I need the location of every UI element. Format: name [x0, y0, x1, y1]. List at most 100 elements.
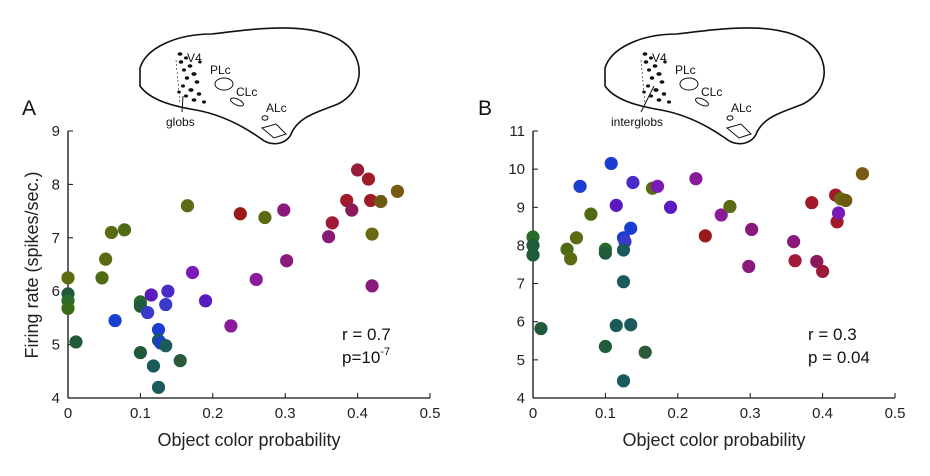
x-tick-label-b: 0.5	[885, 405, 906, 422]
brain-label-v4-a: V4	[187, 51, 202, 65]
scatter-point-a	[95, 271, 109, 285]
scatter-point-a	[117, 223, 132, 237]
interglobs-pointer-b	[640, 85, 655, 113]
scatter-point-a	[151, 323, 166, 337]
stat-r-a: r = 0.7	[342, 325, 391, 344]
scatter-point-b	[663, 200, 678, 214]
ticks-a: 0 0.1 0.2 0.3 0.4 0.5 4 5 6 7 8 9	[52, 123, 441, 422]
scatter-point-a	[365, 279, 379, 293]
x-tick-label-a: 0.5	[420, 405, 441, 422]
brain-label-v4-b: V4	[652, 51, 667, 65]
y-tick-label-b: 7	[517, 276, 525, 293]
scatter-point-a	[144, 288, 158, 302]
alc-patch-b-a	[260, 123, 287, 139]
brain-label-clc-a: CLc	[236, 85, 257, 99]
globs-pointer-a	[181, 95, 184, 113]
x-tick-label-b: 0.3	[740, 405, 761, 422]
scatter-point-a	[351, 163, 365, 177]
panel-label-b: B	[478, 97, 492, 120]
alc-patch-b-b	[725, 123, 752, 139]
scatter-point-b	[810, 254, 824, 269]
stat-r-b: r = 0.3	[808, 325, 857, 344]
y-tick-label-a: 6	[52, 283, 60, 300]
y-tick-label-b: 5	[517, 352, 525, 369]
scatter-point-b	[650, 179, 665, 193]
scatter-point-a	[390, 184, 405, 198]
brain-label-alc-a: ALc	[266, 101, 287, 115]
scatter-point-a	[365, 227, 379, 241]
scatter-point-a	[151, 380, 166, 394]
scatter-point-a	[277, 203, 291, 217]
scatter-point-b	[624, 318, 638, 332]
scatter-point-a	[258, 210, 272, 225]
x-tick-label-a: 0.1	[130, 405, 151, 422]
scatter-point-b	[526, 248, 540, 262]
scatter-point-a	[61, 301, 75, 315]
scatter-point-a	[198, 294, 213, 308]
scatter-point-b	[805, 196, 819, 210]
alc-patch-a	[261, 115, 269, 121]
scatter-point-b	[787, 235, 801, 249]
y-tick-label-b: 10	[508, 161, 525, 178]
scatter-point-b	[598, 339, 613, 354]
alc-patch-b	[726, 115, 734, 121]
y-tick-label-b: 9	[517, 199, 525, 216]
scatter-point-a	[364, 193, 378, 208]
scatter-point-b	[689, 172, 703, 186]
glob-markers-b	[642, 52, 671, 104]
scatter-point-b	[598, 246, 613, 260]
scatter-point-b	[698, 229, 712, 243]
scatter-point-a	[161, 284, 175, 298]
brain-label-clc-b: CLc	[701, 85, 722, 99]
points-a	[61, 163, 405, 394]
brain-label-plc-a: PLc	[210, 63, 231, 77]
scatter-point-b	[723, 199, 737, 214]
scatter-point-b	[569, 231, 584, 245]
brain-label-plc-b: PLc	[675, 63, 696, 77]
scatter-point-a	[61, 271, 75, 285]
glob-markers-a	[177, 52, 206, 104]
scatter-point-a	[133, 346, 147, 360]
scatter-panel-b: B Object color probability r = 0.3 p = 0…	[478, 97, 905, 450]
brain-inset-a: V4 PLc CLc ALc globs	[139, 27, 360, 145]
v4-border-b	[640, 59, 646, 105]
y-tick-label-a: 8	[52, 176, 60, 193]
scatter-point-b	[604, 156, 618, 171]
scatter-point-b	[573, 179, 587, 193]
scatter-point-a	[159, 297, 173, 312]
brain-outline-b	[604, 27, 825, 145]
scatter-point-a	[374, 194, 388, 209]
panel-label-a: A	[22, 97, 36, 120]
scatter-point-b	[714, 208, 728, 222]
x-tick-label-a: 0.2	[202, 405, 223, 422]
y-tick-label-b: 6	[517, 314, 525, 331]
scatter-point-a	[280, 254, 294, 268]
v4-border-a	[175, 59, 181, 105]
stat-p-a: p=10-7	[342, 346, 390, 367]
ticks-b: 0 0.1 0.2 0.3 0.4 0.5 4 5 6 7 8 9 10 11	[508, 123, 905, 422]
x-tick-label-b: 0.1	[595, 405, 616, 422]
stat-p-base-a: p=10	[342, 348, 380, 367]
y-tick-label-a: 5	[52, 337, 60, 354]
scatter-point-b	[609, 318, 623, 333]
scatter-point-b	[616, 275, 631, 289]
clc-patch-b	[695, 97, 709, 107]
scatter-point-b	[584, 207, 598, 221]
x-tick-label-a: 0	[64, 405, 72, 422]
scatter-point-b	[609, 198, 623, 212]
scatter-point-b	[638, 345, 652, 359]
y-tick-label-b: 8	[517, 237, 525, 254]
scatter-point-b	[616, 243, 631, 257]
x-tick-label-b: 0.4	[812, 405, 833, 422]
scatter-point-a	[325, 216, 339, 230]
stat-p-exponent-a: -7	[380, 346, 390, 358]
scatter-point-a	[69, 335, 83, 349]
scatter-point-a	[146, 359, 161, 373]
x-tick-label-b: 0.2	[667, 405, 688, 422]
y-tick-label-a: 7	[52, 230, 60, 247]
scatter-point-b	[534, 321, 548, 336]
scatter-point-b	[526, 238, 540, 253]
scatter-point-b	[855, 167, 870, 181]
x-tick-label-b: 0	[529, 405, 537, 422]
